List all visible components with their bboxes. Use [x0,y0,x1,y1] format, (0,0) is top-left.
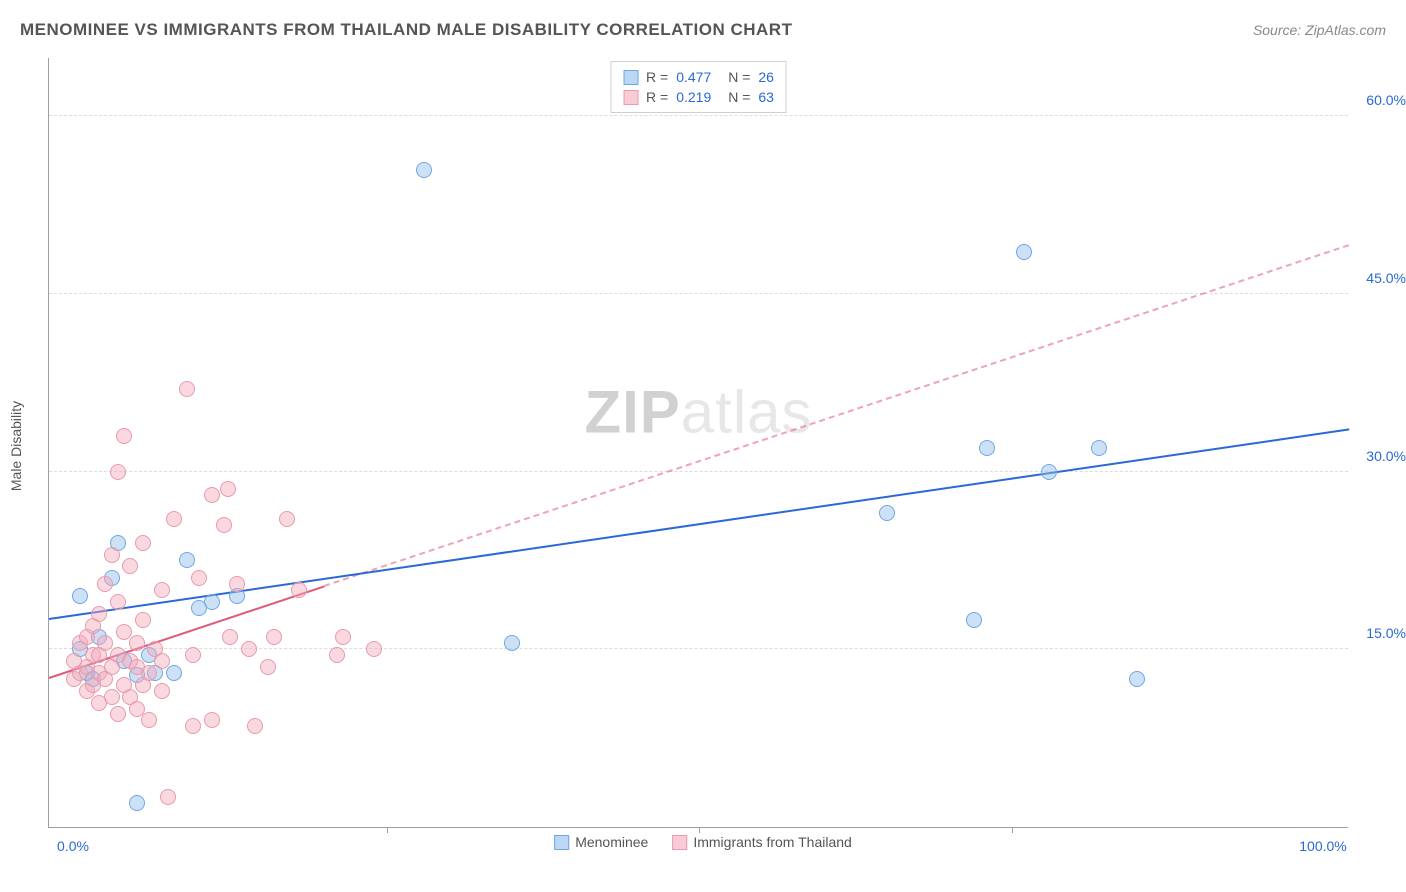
data-point-thailand [116,428,132,444]
data-point-thailand [216,517,232,533]
data-point-thailand [260,659,276,675]
n-value: 26 [758,67,774,87]
legend-swatch [672,835,687,850]
source-attribution: Source: ZipAtlas.com [1253,22,1386,38]
series-legend-item: Immigrants from Thailand [672,834,851,850]
n-value: 63 [758,87,774,107]
data-point-thailand [204,712,220,728]
chart-title: MENOMINEE VS IMMIGRANTS FROM THAILAND MA… [20,20,792,40]
series-legend-label: Immigrants from Thailand [693,834,851,850]
data-point-menominee [1041,464,1057,480]
data-point-thailand [329,647,345,663]
x-tick-label: 100.0% [1299,838,1346,854]
gridline [49,115,1348,116]
series-legend: Menominee Immigrants from Thailand [554,834,852,850]
data-point-thailand [135,535,151,551]
data-point-thailand [185,718,201,734]
data-point-thailand [122,558,138,574]
data-point-thailand [229,576,245,592]
legend-swatch [623,90,638,105]
data-point-thailand [129,635,145,651]
stats-legend-row: R = 0.477 N = 26 [623,67,774,87]
r-value: 0.477 [676,67,720,87]
stats-legend: R = 0.477 N = 26 R = 0.219 N = 63 [610,61,787,113]
data-point-thailand [91,606,107,622]
data-point-thailand [141,712,157,728]
data-point-thailand [191,570,207,586]
r-label: R = [646,67,668,87]
y-tick-label: 45.0% [1356,270,1406,286]
data-point-thailand [154,582,170,598]
data-point-menominee [1091,440,1107,456]
legend-swatch [554,835,569,850]
data-point-thailand [110,594,126,610]
data-point-thailand [335,629,351,645]
series-legend-label: Menominee [575,834,648,850]
gridline [49,471,1348,472]
data-point-thailand [97,576,113,592]
data-point-menominee [72,588,88,604]
data-point-menominee [204,594,220,610]
data-point-thailand [179,381,195,397]
x-tick [387,827,388,833]
data-point-menominee [966,612,982,628]
y-axis-label: Male Disability [8,401,24,491]
data-point-thailand [279,511,295,527]
x-tick-label: 0.0% [57,838,89,854]
data-point-thailand [204,487,220,503]
y-tick-label: 15.0% [1356,625,1406,641]
data-point-menominee [1129,671,1145,687]
r-label: R = [646,87,668,107]
data-point-thailand [154,683,170,699]
data-point-menominee [1016,244,1032,260]
stats-legend-row: R = 0.219 N = 63 [623,87,774,107]
legend-swatch [623,70,638,85]
data-point-menominee [416,162,432,178]
n-label: N = [728,67,750,87]
data-point-thailand [160,789,176,805]
data-point-menominee [979,440,995,456]
data-point-thailand [104,547,120,563]
series-legend-item: Menominee [554,834,648,850]
data-point-thailand [222,629,238,645]
data-point-thailand [366,641,382,657]
regression-line-extrapolated [324,245,1350,588]
data-point-thailand [185,647,201,663]
data-point-thailand [154,653,170,669]
data-point-thailand [241,641,257,657]
data-point-menominee [129,795,145,811]
data-point-thailand [110,464,126,480]
data-point-thailand [220,481,236,497]
data-point-menominee [504,635,520,651]
scatter-plot-area: ZIPatlas R =0.477N =26R =0.219N =63 15.0… [48,58,1348,828]
data-point-thailand [166,511,182,527]
data-point-thailand [110,706,126,722]
data-point-menominee [179,552,195,568]
data-point-thailand [291,582,307,598]
x-tick [699,827,700,833]
data-point-menominee [166,665,182,681]
data-point-thailand [266,629,282,645]
data-point-thailand [247,718,263,734]
n-label: N = [728,87,750,107]
y-tick-label: 30.0% [1356,448,1406,464]
x-tick [1012,827,1013,833]
data-point-menominee [879,505,895,521]
y-tick-label: 60.0% [1356,92,1406,108]
data-point-thailand [104,689,120,705]
data-point-thailand [141,665,157,681]
regression-line [49,428,1349,620]
r-value: 0.219 [676,87,720,107]
data-point-thailand [135,612,151,628]
gridline [49,293,1348,294]
